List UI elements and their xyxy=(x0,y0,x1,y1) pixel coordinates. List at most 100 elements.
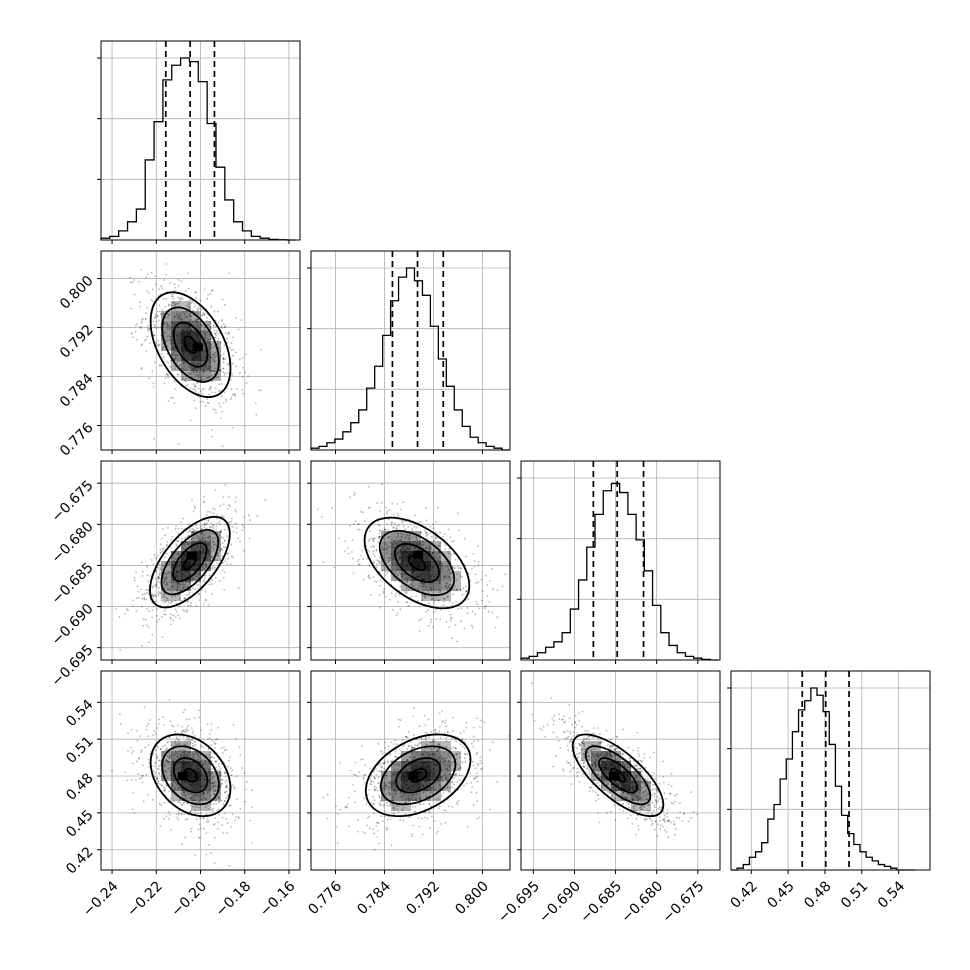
sample-point xyxy=(344,550,346,552)
sample-point xyxy=(174,354,177,356)
sample-point xyxy=(243,526,245,529)
sample-point xyxy=(640,797,643,800)
sample-point xyxy=(176,317,179,319)
sample-point xyxy=(141,318,144,320)
sample-point xyxy=(216,554,219,557)
sample-point xyxy=(207,376,210,379)
sample-point xyxy=(168,335,171,337)
sample-point xyxy=(226,552,229,555)
sample-point xyxy=(230,372,233,375)
sample-point xyxy=(425,547,428,550)
sample-point xyxy=(166,582,169,584)
sample-point xyxy=(433,740,435,743)
sample-point xyxy=(660,806,663,809)
sample-point xyxy=(157,567,159,569)
sample-point xyxy=(164,744,167,747)
sample-point xyxy=(189,315,192,318)
sample-point xyxy=(169,338,172,341)
sample-point xyxy=(244,800,247,803)
sample-point xyxy=(385,547,388,550)
sample-point xyxy=(401,809,404,812)
sample-point xyxy=(168,563,170,565)
sample-point xyxy=(138,735,141,737)
sample-point xyxy=(204,574,207,577)
sample-point xyxy=(455,758,458,761)
density-cell xyxy=(181,371,191,381)
sample-point xyxy=(155,557,158,560)
sample-point xyxy=(151,288,154,291)
sample-point xyxy=(224,791,227,794)
sample-point xyxy=(211,537,214,539)
sample-point xyxy=(189,580,192,583)
sample-point xyxy=(383,803,385,806)
sample-point xyxy=(140,322,143,324)
sample-point xyxy=(213,793,216,796)
sample-point xyxy=(188,793,191,796)
sample-point xyxy=(186,818,189,820)
sample-point xyxy=(130,752,133,754)
sample-point xyxy=(201,798,204,801)
sample-point xyxy=(161,287,164,290)
sample-point xyxy=(383,762,385,765)
sample-point xyxy=(169,587,171,589)
sample-point xyxy=(204,537,207,539)
sample-point xyxy=(140,344,143,347)
sample-point xyxy=(438,599,440,602)
sample-point xyxy=(399,532,402,535)
sample-point xyxy=(474,777,477,779)
sample-point xyxy=(175,736,178,738)
sample-point xyxy=(183,790,185,793)
density-cell xyxy=(191,331,201,341)
sample-point xyxy=(450,553,453,556)
sample-point xyxy=(197,828,200,831)
sample-point xyxy=(136,585,139,588)
sample-point xyxy=(169,736,171,739)
sample-point xyxy=(184,794,187,797)
sample-point xyxy=(431,739,434,742)
sample-point xyxy=(140,320,143,323)
sample-point xyxy=(211,756,214,759)
sample-point xyxy=(190,372,193,375)
sample-point xyxy=(177,809,180,812)
sample-point xyxy=(181,725,184,728)
sample-point xyxy=(260,348,263,351)
sample-point xyxy=(178,297,181,300)
sample-point xyxy=(200,378,203,380)
sample-point xyxy=(396,768,399,771)
sample-point xyxy=(190,538,193,541)
sample-point xyxy=(234,365,237,367)
sample-point xyxy=(385,561,388,564)
sample-point xyxy=(154,762,157,765)
sample-point xyxy=(176,724,179,727)
sample-point xyxy=(201,314,204,317)
sample-point xyxy=(396,612,399,615)
sample-point xyxy=(156,310,159,313)
sample-point xyxy=(158,563,161,566)
sample-point xyxy=(192,753,195,756)
sample-point xyxy=(416,539,419,542)
sample-point xyxy=(203,581,206,583)
sample-point xyxy=(448,601,451,603)
x-tick-label: 0.792 xyxy=(403,878,443,918)
sample-point xyxy=(137,596,140,599)
sample-point xyxy=(171,295,173,298)
sample-point xyxy=(353,790,356,793)
sample-point xyxy=(381,483,383,486)
sample-point xyxy=(456,752,458,755)
sample-point xyxy=(447,754,450,757)
sample-point xyxy=(169,720,172,723)
sample-point xyxy=(202,538,205,540)
sample-point xyxy=(414,811,417,813)
sample-point xyxy=(214,789,217,792)
sample-point xyxy=(674,794,676,797)
sample-point xyxy=(212,353,215,356)
sample-point xyxy=(379,556,381,559)
sample-point xyxy=(448,773,451,776)
sample-point xyxy=(205,514,208,516)
sample-point xyxy=(206,297,209,300)
sample-point xyxy=(203,522,206,525)
sample-point xyxy=(145,350,148,353)
sample-point xyxy=(146,574,149,577)
sample-point xyxy=(173,308,176,311)
sample-point xyxy=(451,806,454,808)
